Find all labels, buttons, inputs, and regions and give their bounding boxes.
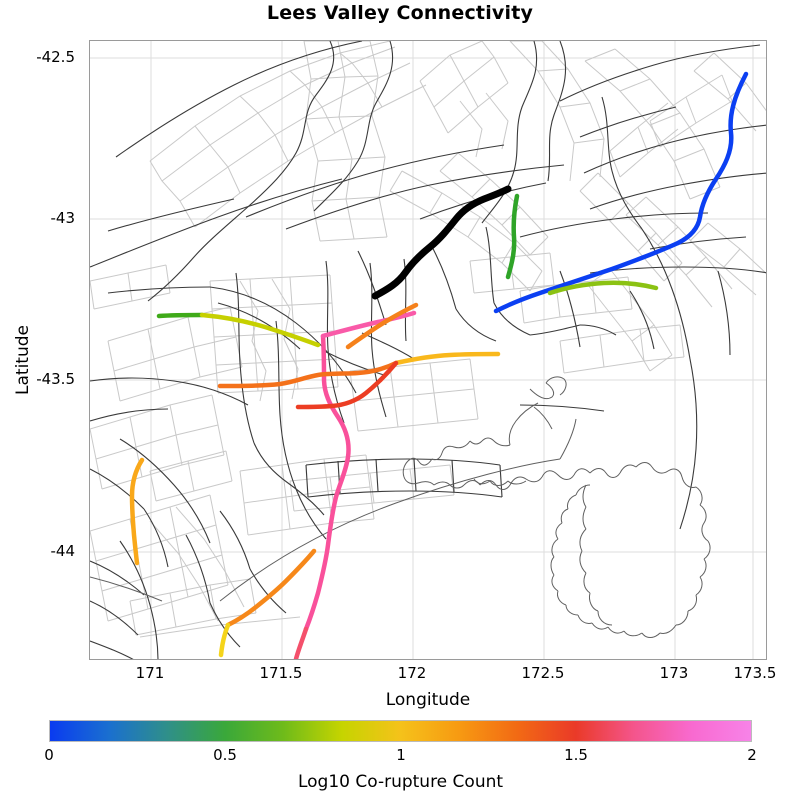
fault-main-pink — [303, 333, 351, 632]
fault-pink-east-spur — [320, 310, 417, 339]
xtick-label-5: 173.5 — [733, 664, 777, 682]
colorbar-tick-3: 1.5 — [564, 746, 588, 764]
fault-west-olive — [199, 312, 321, 348]
coastline — [90, 376, 711, 638]
colorbar-label: Log10 Co-rupture Count — [297, 772, 504, 792]
fault-yellow-south-tip — [218, 622, 231, 658]
colorbar-tick-1: 0.5 — [213, 746, 237, 764]
ytick-label-3: -44 — [50, 542, 76, 560]
xtick-label-0: 171 — [135, 664, 165, 682]
xtick-label-3: 172.5 — [521, 664, 565, 682]
fault-amber-east — [393, 351, 501, 366]
fault-orange-south-spur — [225, 548, 317, 628]
colorbar — [49, 720, 752, 742]
colorbar-tick-2: 1 — [396, 746, 406, 764]
page-title: Lees Valley Connectivity — [266, 2, 534, 24]
y-axis-label: Latitude — [13, 325, 33, 395]
gridlines — [90, 41, 766, 659]
colorbar-tick-4: 2 — [747, 746, 757, 764]
fault-orange-west-vertical — [129, 457, 145, 566]
ytick-label-0: -42.5 — [36, 48, 75, 66]
fault-lees-main-black — [371, 185, 512, 300]
colorbar-tick-0: 0 — [44, 746, 54, 764]
ytick-label-2: -43.5 — [36, 370, 75, 388]
fault-orange-north-spur — [345, 302, 419, 350]
fault-network-dark — [90, 41, 766, 659]
fault-ashley-yellowgreen — [547, 280, 659, 296]
xtick-label-1: 171.5 — [259, 664, 303, 682]
fault-hope-south — [493, 240, 681, 314]
map-plot-area — [89, 40, 767, 660]
xtick-label-4: 173 — [659, 664, 689, 682]
fault-network-light — [90, 41, 766, 638]
fault-west-green — [156, 312, 205, 319]
map-svg — [90, 41, 766, 659]
fault-red-south — [295, 360, 399, 410]
ytick-label-1: -43 — [50, 209, 76, 227]
fault-red-pink-lower — [293, 626, 309, 659]
xtick-label-2: 172 — [397, 664, 427, 682]
fault-hope-north — [675, 71, 749, 246]
fault-orange-central — [217, 360, 399, 389]
colorbar-gradient — [49, 720, 752, 742]
highlighted-faults — [129, 71, 749, 659]
x-axis-label: Longitude — [385, 690, 471, 710]
fault-lees-green — [505, 193, 520, 280]
